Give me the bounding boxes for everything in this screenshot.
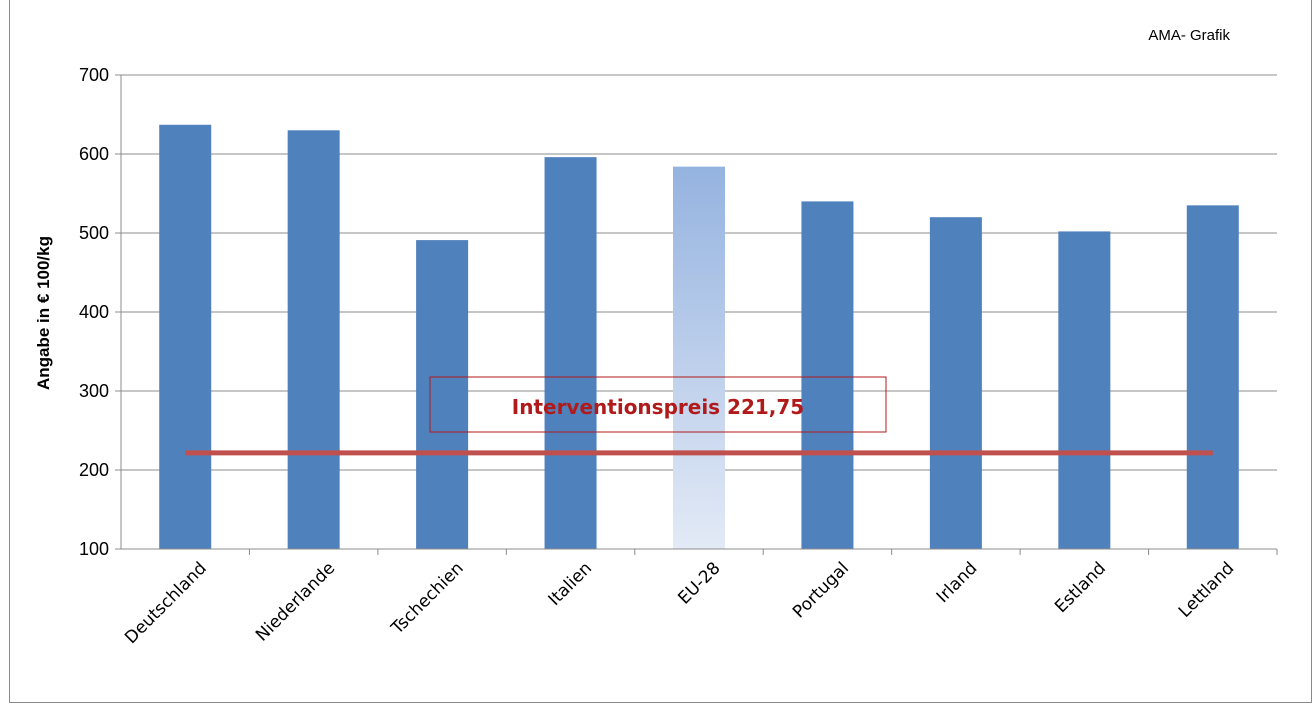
bar-eu-28 xyxy=(673,166,725,549)
annotation-box xyxy=(429,376,887,433)
bar-portugal xyxy=(801,201,854,549)
y-tick-label: 500 xyxy=(79,223,109,243)
x-tick-label: Deutschland xyxy=(121,558,211,648)
bar-italien xyxy=(544,157,597,549)
bar-deutschland xyxy=(159,124,212,550)
x-tick-label: Lettland xyxy=(1175,558,1238,621)
y-tick-label: 700 xyxy=(79,65,109,85)
x-tick-label: Estland xyxy=(1051,558,1110,617)
annotation-label: Interventionspreis 221,75 xyxy=(512,395,804,419)
bar-niederlande xyxy=(287,130,340,550)
y-tick-label: 300 xyxy=(79,381,109,401)
x-tick-label: Irland xyxy=(933,558,982,607)
bar-irland xyxy=(929,217,982,549)
x-tick-label: Portugal xyxy=(789,558,853,622)
y-axis-label: Angabe in € 100/kg xyxy=(34,236,53,390)
y-tick-label: 600 xyxy=(79,144,109,164)
source-label: AMA- Grafik xyxy=(1148,27,1230,44)
bars xyxy=(159,124,1239,550)
x-tick-label: EU-28 xyxy=(674,558,724,608)
y-tick-label: 200 xyxy=(79,460,109,480)
y-tick-label: 400 xyxy=(79,302,109,322)
x-tick-label: Tschechien xyxy=(387,558,468,639)
x-tick-label: Niederlande xyxy=(252,558,339,645)
reference-line-group: Interventionspreis 221,75 xyxy=(185,376,1213,456)
y-tick-label: 100 xyxy=(79,539,109,559)
bar-lettland xyxy=(1186,205,1239,549)
bar-estland xyxy=(1058,231,1111,550)
x-tick-label: Italien xyxy=(545,558,596,609)
bar-tschechien xyxy=(416,240,469,550)
